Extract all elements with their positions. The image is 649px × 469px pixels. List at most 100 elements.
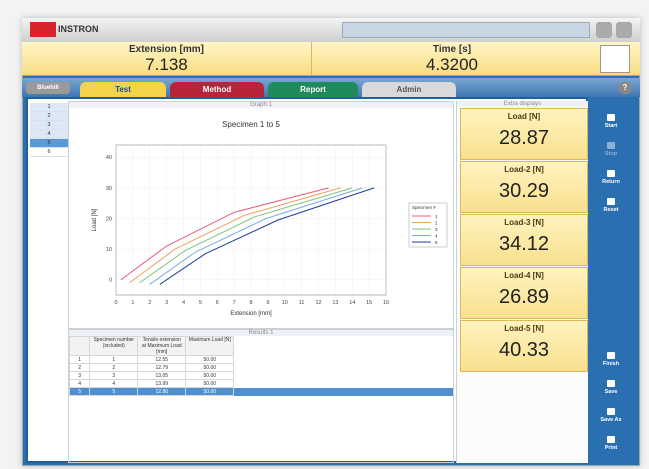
legend-title: Specimen # <box>412 205 436 210</box>
home-button[interactable]: Bluehill <box>26 82 70 94</box>
y-tick-label: 10 <box>106 247 112 253</box>
display-box: Load [N] 28.87 <box>460 108 588 160</box>
action-button[interactable]: Reset <box>590 196 632 222</box>
table-cell: 50.00 <box>185 379 235 388</box>
panel-title: Graph 1 <box>69 102 453 108</box>
action-label: Return <box>602 179 620 185</box>
table-row[interactable]: 1 1 12.55 50.00 <box>68 355 453 364</box>
specimen-item[interactable]: 2 <box>30 112 68 121</box>
specimen-item[interactable]: 3 <box>30 121 68 130</box>
action-label: Save As <box>600 417 622 423</box>
row-header: 4 <box>68 379 91 388</box>
table-cell <box>234 372 453 380</box>
display-value: 40.33 <box>498 339 550 361</box>
help-button[interactable]: ? <box>618 82 632 94</box>
table-cell: 2 <box>89 363 139 372</box>
action-button[interactable]: Save As <box>590 406 632 432</box>
action-button[interactable]: Save <box>590 378 632 404</box>
action-icon <box>607 380 615 387</box>
data-line <box>149 187 363 285</box>
action-icon <box>607 408 615 415</box>
toolbar-button[interactable] <box>596 22 612 38</box>
readout: Time [s] 4.3200 <box>312 42 592 75</box>
action-label: Print <box>604 445 618 451</box>
header-cell <box>68 336 91 356</box>
tab[interactable]: Report <box>268 82 358 97</box>
readout: Extension [mm] 7.138 <box>22 42 312 75</box>
table-cell: 50.00 <box>185 387 235 396</box>
display-label: Load-5 [N] <box>504 324 544 333</box>
readout-label: Time [s] <box>432 44 472 55</box>
y-tick-label: 20 <box>106 216 112 222</box>
x-tick-label: 7 <box>233 300 236 306</box>
table-cell: 12.55 <box>137 355 187 364</box>
legend-box <box>408 202 448 248</box>
results-panel: Results 1 Specimen number (included) Tens… <box>68 329 454 463</box>
display-label: Load [N] <box>507 112 541 121</box>
y-tick-label: 30 <box>106 186 112 192</box>
legend-label: 4 <box>435 233 438 238</box>
row-header: 3 <box>68 371 91 380</box>
display-value: 28.87 <box>498 127 550 149</box>
x-tick-label: 0 <box>114 300 117 306</box>
tab[interactable]: Method <box>170 82 264 97</box>
table-cell: 13.05 <box>137 371 187 380</box>
table-cell: 12.79 <box>137 363 187 372</box>
readout-icon[interactable] <box>600 45 630 73</box>
table-cell: 5 <box>89 387 139 396</box>
column-header: Maximum Load [N] <box>185 336 235 356</box>
y-tick-label: 0 <box>109 278 112 284</box>
action-button[interactable]: Return <box>590 168 632 194</box>
display-value: 30.29 <box>498 180 550 202</box>
x-tick-label: 5 <box>199 300 202 306</box>
table-cell: 12.86 <box>137 387 187 396</box>
table-cell: 3 <box>89 371 139 380</box>
display-box: Load-2 [N] 30.29 <box>460 161 588 213</box>
display-label: Load-2 [N] <box>504 165 544 174</box>
action-label: Stop <box>604 151 618 157</box>
table-cell <box>234 364 453 372</box>
panel-title: Extra displays <box>457 101 588 107</box>
x-tick-label: 4 <box>182 300 185 306</box>
table-row[interactable]: 4 4 13.99 50.00 <box>68 379 453 388</box>
specimen-item[interactable]: 6 <box>30 148 68 157</box>
table-row[interactable]: 5 5 12.86 50.00 <box>68 387 453 396</box>
extra-displays-panel: Extra displays Load [N] 28.87 Load-2 [N] 30… <box>456 101 588 463</box>
action-icon <box>607 198 615 205</box>
action-button[interactable]: Finish <box>590 350 632 376</box>
specimen-item[interactable]: 4 <box>30 130 68 139</box>
tab[interactable]: Test <box>80 82 166 97</box>
toolbar <box>342 22 590 38</box>
display-label: Load-3 [N] <box>504 218 544 227</box>
table-cell: 50.00 <box>185 363 235 372</box>
table-row[interactable]: 3 3 13.05 50.00 <box>68 371 453 380</box>
toolbar-button[interactable] <box>616 22 632 38</box>
x-tick-label: 1 <box>131 300 134 306</box>
x-tick-label: 2 <box>148 300 151 306</box>
header-row: Specimen number (included) Tensile extens… <box>68 336 453 356</box>
action-button[interactable]: Stop <box>590 140 632 166</box>
chart-title: Specimen 1 to 5 <box>222 120 280 129</box>
legend-label: 1 <box>435 214 438 219</box>
x-tick-label: 11 <box>299 300 305 306</box>
x-tick-label: 14 <box>349 300 355 306</box>
data-line <box>120 187 329 281</box>
panel-title: Results 1 <box>69 330 453 336</box>
legend-label: 5 <box>435 240 438 245</box>
x-axis-label: Extension [mm] <box>230 311 272 317</box>
tab[interactable]: Admin <box>362 82 456 97</box>
specimen-item[interactable]: 5 <box>30 139 68 148</box>
data-line <box>129 187 341 284</box>
display-value: 34.12 <box>498 233 550 255</box>
specimen-item[interactable]: 1 <box>30 103 68 112</box>
x-tick-label: 10 <box>282 300 288 306</box>
results-table: Specimen number (included) Tensile extens… <box>68 336 453 396</box>
action-label: Start <box>604 123 618 129</box>
table-row[interactable]: 2 2 12.79 50.00 <box>68 363 453 372</box>
action-icon <box>607 170 615 177</box>
table-cell: 50.00 <box>185 355 235 364</box>
chart: Specimen 1 to 50 1 2 3 4 5 6 7 8 9 10 11 12 13 14 15 160… <box>92 120 448 317</box>
action-button[interactable]: Print <box>590 434 632 460</box>
action-label: Reset <box>603 207 619 213</box>
action-button[interactable]: Start <box>590 112 632 138</box>
